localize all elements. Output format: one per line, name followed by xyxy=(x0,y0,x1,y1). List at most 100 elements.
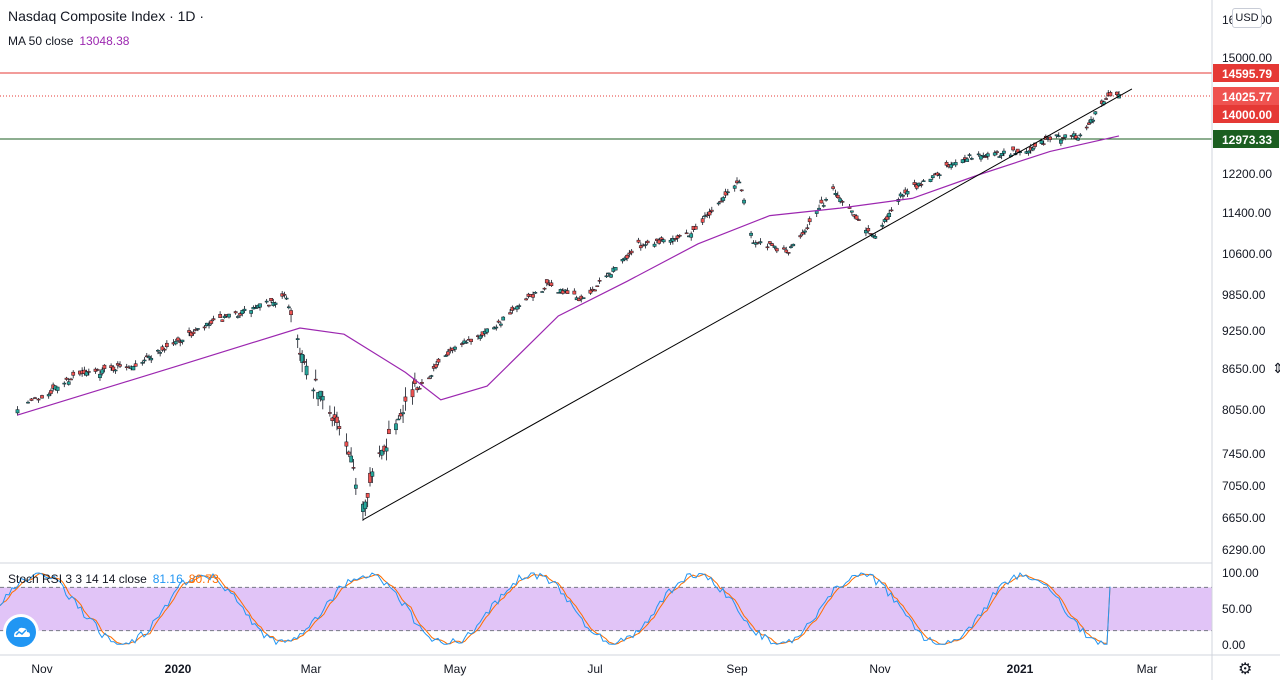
candle-body xyxy=(193,329,198,331)
candle-body xyxy=(588,289,593,294)
candle-body xyxy=(531,294,535,298)
candle-body xyxy=(944,161,949,166)
candle-body xyxy=(992,152,997,156)
candle-body xyxy=(100,369,105,374)
candle-body xyxy=(95,369,100,371)
candle-body xyxy=(111,366,116,371)
candle-body xyxy=(789,246,793,248)
candle-body xyxy=(912,182,917,185)
price-tick-label: 11400.00 xyxy=(1222,206,1271,220)
candle-body xyxy=(549,282,554,286)
candle-body xyxy=(620,259,625,262)
candle-body xyxy=(485,328,489,333)
candle-body xyxy=(737,181,742,184)
price-axis[interactable]: 6290.00 6650.00 7050.00 7450.00 8050.00 8650.… xyxy=(1211,0,1279,680)
candle-body xyxy=(311,389,316,392)
candle-body xyxy=(625,254,629,259)
candle-body xyxy=(220,319,225,322)
candle-body xyxy=(46,394,51,397)
price-tick-label: 9250.00 xyxy=(1222,324,1266,338)
candle-body xyxy=(98,373,102,379)
cloud-icon xyxy=(14,627,30,637)
candle-body xyxy=(267,304,271,307)
candle-body xyxy=(997,156,1002,158)
candle-body xyxy=(835,194,840,199)
candle-body xyxy=(115,363,120,366)
candle-body xyxy=(983,156,988,158)
candle-body xyxy=(629,250,634,254)
candle-body xyxy=(767,241,772,244)
candle-body xyxy=(1056,135,1061,137)
candle-body xyxy=(643,244,648,246)
candle-body xyxy=(556,292,561,294)
candle-body xyxy=(868,233,873,235)
candle-body xyxy=(337,426,342,429)
ma-value: 13048.38 xyxy=(79,34,130,48)
candle-body xyxy=(295,338,300,341)
candle-body xyxy=(222,315,227,318)
candle-body xyxy=(786,252,791,254)
candle-body xyxy=(609,274,613,278)
candle-body xyxy=(707,211,712,216)
candle-body xyxy=(593,289,597,292)
price-label-box xyxy=(1213,105,1279,123)
candle-body xyxy=(758,241,763,244)
candle-body xyxy=(693,226,698,230)
candle-body xyxy=(857,219,861,221)
candle-body xyxy=(1115,91,1119,95)
candle-body xyxy=(492,327,496,330)
candle-body xyxy=(64,377,69,380)
price-pane[interactable] xyxy=(0,0,1212,655)
candle-body xyxy=(661,239,666,243)
price-tick-label: 6650.00 xyxy=(1222,511,1266,525)
currency-badge[interactable]: USD xyxy=(1232,8,1262,28)
candle-body xyxy=(368,472,372,483)
candle-body xyxy=(15,409,20,414)
candle-body xyxy=(158,352,163,354)
candle-body xyxy=(29,398,34,401)
time-tick-label: 2020 xyxy=(165,662,192,676)
candle-body xyxy=(889,209,894,212)
candle-body xyxy=(354,484,358,489)
candle-body xyxy=(328,412,332,414)
candle-body xyxy=(1041,143,1046,145)
candle-body xyxy=(233,311,238,314)
candle-body xyxy=(189,332,194,337)
candle-body xyxy=(604,275,609,278)
price-label-text: 14595.79 xyxy=(1222,67,1272,81)
candle-body xyxy=(478,335,483,339)
candle-body xyxy=(496,320,501,323)
candle-body xyxy=(880,224,885,227)
candle-body xyxy=(515,306,519,310)
candle-body xyxy=(561,290,565,294)
candle-body xyxy=(677,234,682,237)
time-tick-label: 2021 xyxy=(1007,662,1034,676)
time-tick-label: Jul xyxy=(587,662,602,676)
candle-body xyxy=(66,381,71,385)
candle-body xyxy=(659,237,664,240)
candle-body xyxy=(84,371,89,376)
candle-body xyxy=(387,428,391,435)
stoch-rsi-pane[interactable] xyxy=(0,572,1212,646)
time-axis[interactable]: Nov 2020 Mar May Jul Sep Nov 2021 Mar xyxy=(0,654,1280,676)
cursor-icon: ⇕ xyxy=(1272,360,1280,376)
candle-body xyxy=(963,157,967,160)
candle-body xyxy=(1054,134,1059,137)
settings-gear-icon[interactable]: ⚙ xyxy=(1238,661,1253,678)
candle-body xyxy=(180,339,185,343)
tradingview-cloud-icon[interactable] xyxy=(6,617,36,647)
candle-body xyxy=(930,175,935,179)
price-tick-label: 7050.00 xyxy=(1222,479,1266,493)
candle-body xyxy=(102,364,107,369)
time-tick-label: Nov xyxy=(869,662,890,676)
candle-body xyxy=(807,218,812,223)
candle-body xyxy=(803,230,807,233)
candle-body xyxy=(949,164,953,168)
price-tick-label: 12200.00 xyxy=(1222,167,1272,181)
candle-body xyxy=(238,313,242,316)
candle-body xyxy=(1087,122,1091,125)
candle-body xyxy=(606,272,611,275)
candle-body xyxy=(302,361,307,363)
price-tick-label: 10600.00 xyxy=(1222,247,1272,261)
